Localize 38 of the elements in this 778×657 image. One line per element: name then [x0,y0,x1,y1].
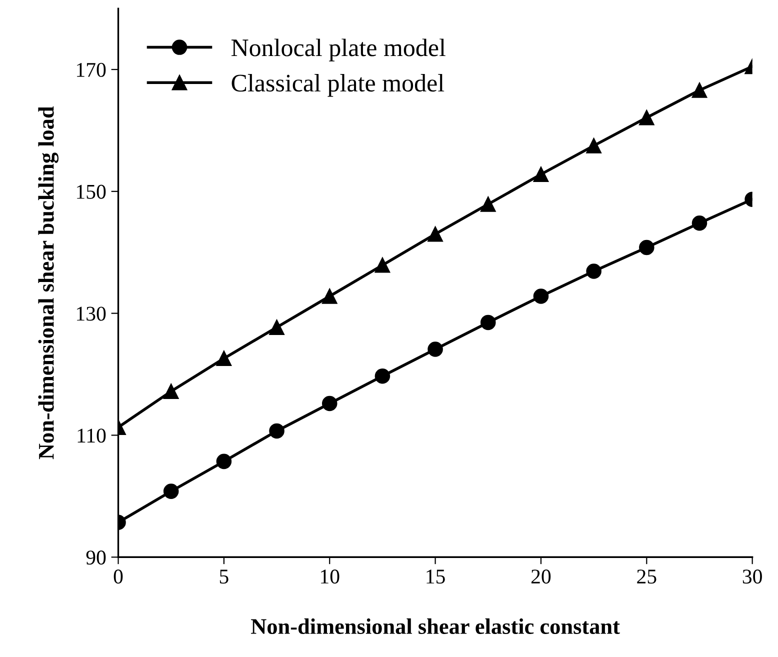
legend-label: Classical plate model [232,74,444,97]
legend-label: Nonlocal plate model [231,38,446,62]
point [428,226,443,242]
point [480,314,496,330]
y-axis-title: Non-dimensional shear buckling load [38,106,59,460]
x-tick-label: 15 [426,570,445,584]
y-tick-label: 130 [77,306,106,321]
point [269,320,284,335]
x-tick-label: 25 [637,570,656,584]
point [374,258,390,273]
point [480,196,496,212]
y-tick-label: 110 [78,428,106,443]
point [586,264,602,279]
point [322,396,338,412]
point [163,484,179,499]
x-tick-label: 30 [742,570,762,584]
x-tick-label: 10 [321,570,340,584]
point [533,288,549,304]
point [374,368,390,384]
point [639,240,654,256]
x-axis-title: Non-dimensional shear elastic constant [251,618,620,634]
point [639,110,654,126]
y-tick-label: 90 [86,550,106,565]
point [692,82,708,98]
point [692,215,708,231]
point [322,288,338,304]
y-tick-label: 150 [77,184,106,199]
point [428,342,443,357]
point [216,454,232,470]
point [269,423,284,439]
point [586,138,602,154]
point [216,350,232,366]
x-tick-label: 20 [531,570,551,584]
y-tick-label: 170 [77,62,106,77]
x-tick-label: 5 [220,570,228,584]
point [163,384,179,399]
point [533,166,549,182]
x-tick-label: 0 [114,570,123,584]
